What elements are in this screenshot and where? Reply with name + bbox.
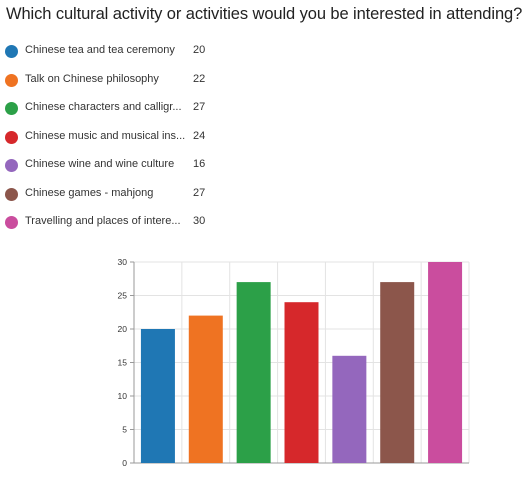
legend-count: 30 — [193, 215, 206, 227]
legend-swatch — [5, 130, 18, 144]
bar — [332, 355, 367, 463]
legend-swatch — [5, 45, 18, 58]
legend-count: 16 — [193, 158, 206, 170]
legend-label: Chinese wine and wine culture — [25, 158, 175, 170]
bar — [140, 329, 175, 463]
y-tick-label: 25 — [118, 291, 128, 301]
legend-count: 27 — [193, 101, 206, 113]
bar — [428, 262, 463, 463]
y-tick-label: 20 — [118, 324, 128, 334]
legend-label: Chinese music and musical ins... — [25, 129, 186, 142]
legend-swatch — [5, 73, 18, 87]
legend-swatch — [5, 216, 18, 229]
y-tick-label: 0 — [122, 458, 127, 468]
y-tick-label: 30 — [118, 257, 128, 267]
legend-swatch — [5, 159, 18, 172]
legend-label: Chinese games - mahjong — [25, 186, 154, 199]
legend-label: Travelling and places of intere... — [25, 215, 181, 227]
legend-item[interactable]: Chinese wine and wine culture 16 — [0, 152, 240, 180]
legend-item[interactable]: Chinese music and musical ins... 24 — [0, 124, 240, 152]
legend-label: Chinese characters and calligr... — [25, 101, 182, 113]
y-tick-label: 5 — [122, 425, 127, 435]
y-tick-label: 10 — [118, 391, 128, 401]
legend-count: 22 — [193, 72, 206, 85]
bar — [284, 302, 319, 463]
legend-item[interactable]: Chinese characters and calligr... 27 — [0, 95, 240, 123]
bar — [236, 282, 271, 463]
legend-swatch — [5, 102, 18, 115]
legend-count: 27 — [193, 186, 206, 199]
legend-item[interactable]: Talk on Chinese philosophy 22 — [0, 67, 240, 95]
legend-swatch — [5, 187, 18, 201]
legend-item[interactable]: Travelling and places of intere... 30 — [0, 209, 240, 237]
legend-item[interactable]: Chinese tea and tea ceremony 20 — [0, 38, 240, 66]
bar — [380, 282, 415, 463]
legend-count: 20 — [193, 44, 206, 56]
page-title: Which cultural activity or activities wo… — [6, 5, 523, 23]
legend-item[interactable]: Chinese games - mahjong 27 — [0, 181, 240, 209]
legend-label: Chinese tea and tea ceremony — [25, 44, 175, 56]
bar — [188, 315, 223, 463]
legend-label: Talk on Chinese philosophy — [25, 72, 159, 85]
y-tick-label: 15 — [118, 358, 128, 368]
legend-count: 24 — [193, 129, 206, 142]
